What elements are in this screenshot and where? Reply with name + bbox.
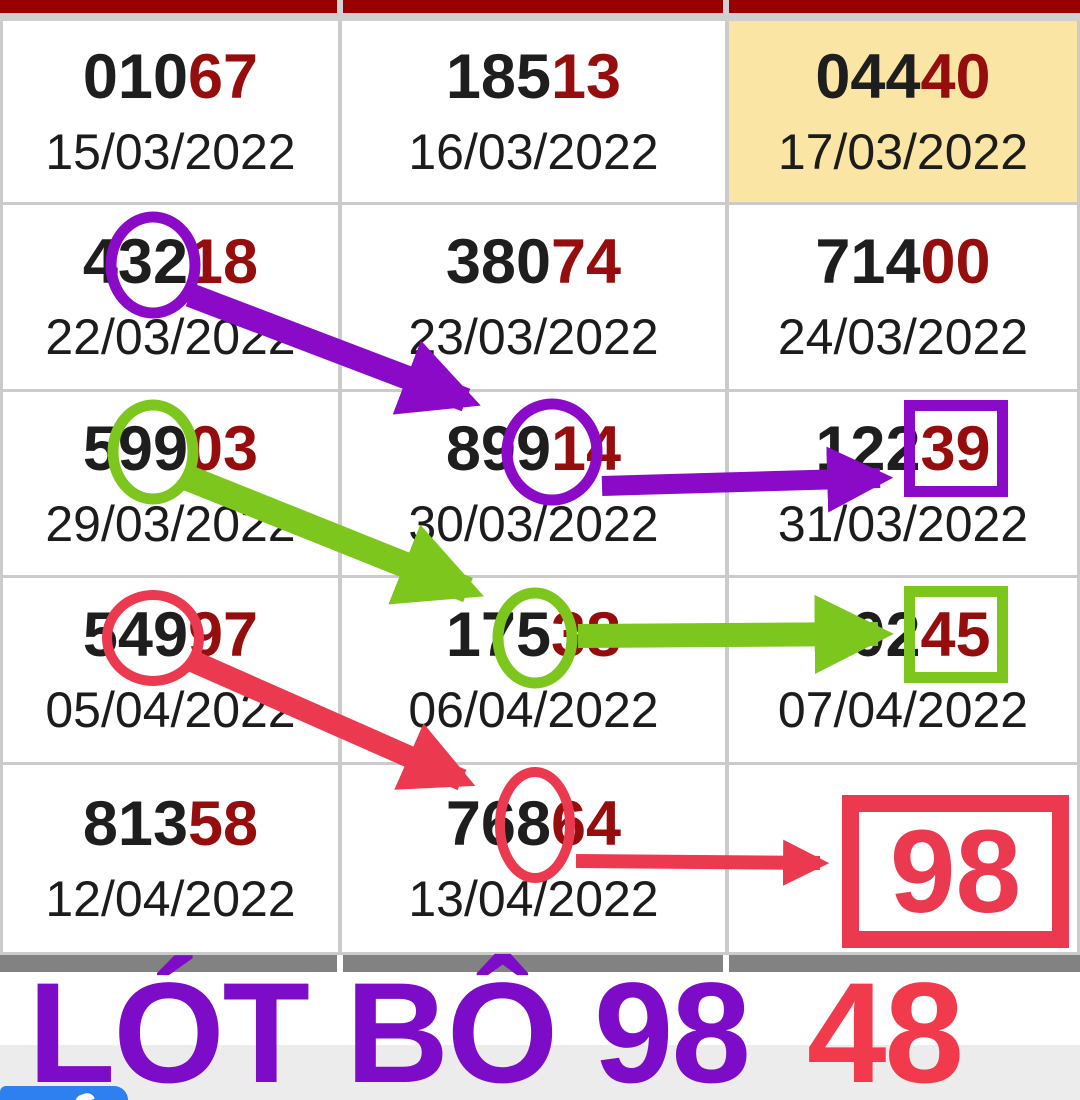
footer-background-lower [0, 1045, 1080, 1100]
number-black-digits: 010 [82, 41, 189, 112]
draw-date: 23/03/2022 [408, 309, 659, 365]
table-cell: 81358 12/04/2022 [3, 765, 342, 955]
footer-secondary: 48 [806, 954, 964, 1100]
table-cell: 17538 06/04/2022 [342, 578, 729, 765]
number-black-digits: 044 [815, 41, 921, 112]
header-column-gap [723, 0, 729, 13]
table-cell: 04440 17/03/2022 [729, 21, 1077, 205]
header-bar [0, 0, 1080, 13]
table-cell: 59903 29/03/2022 [3, 392, 342, 578]
draw-date: 13/04/2022 [408, 870, 659, 927]
draw-date: 22/03/2022 [45, 309, 296, 365]
number-black-digits: 768 [445, 788, 552, 859]
lottery-number: 18513 [446, 44, 621, 110]
footer-title: LÓT BÔ 98 [28, 954, 751, 1100]
draw-date: 24/03/2022 [777, 309, 1029, 365]
footer-background [0, 972, 1080, 1100]
number-red-digits: 67 [188, 41, 259, 112]
divider-column-gap [723, 955, 729, 972]
result-value: 98 [889, 805, 1022, 938]
number-black-digits: 175 [445, 600, 552, 670]
draw-date: 07/04/2022 [777, 682, 1029, 738]
number-black-digits: 185 [445, 41, 552, 112]
lottery-number: 89914 [446, 416, 621, 482]
number-red-digits: 58 [188, 788, 259, 859]
draw-date: 17/03/2022 [777, 123, 1029, 180]
number-red-digits: 97 [188, 600, 259, 670]
draw-date: 12/04/2022 [45, 870, 296, 927]
number-red-digits: 03 [188, 413, 259, 484]
number-black-digits: 122 [815, 413, 921, 484]
number-black-digits: 549 [82, 600, 189, 670]
number-red-digits: 45 [903, 586, 1008, 683]
lottery-number: 17538 [446, 602, 621, 668]
table-cell: 38074 23/03/2022 [342, 205, 729, 392]
lottery-number: 04440 [815, 44, 990, 110]
number-black-digits: 432 [82, 227, 189, 297]
lottery-number: 12239 [815, 399, 1008, 497]
footer-caption: LÓT BÔ 98 48 [28, 962, 1080, 1100]
number-red-digits: 39 [903, 399, 1008, 497]
lottery-number: 76864 [446, 791, 621, 857]
table-cell: 90245 07/04/2022 [729, 578, 1077, 765]
number-black-digits: 813 [82, 788, 189, 859]
number-red-digits: 64 [551, 788, 622, 859]
lottery-number: 43218 [83, 229, 258, 295]
draw-date: 15/03/2022 [45, 123, 296, 180]
draw-date: 31/03/2022 [777, 495, 1029, 552]
lottery-number: 90245 [815, 586, 1008, 683]
table-cell: 43218 22/03/2022 [3, 205, 342, 392]
table-cell: 71400 24/03/2022 [729, 205, 1077, 392]
number-black-digits: 380 [445, 227, 552, 297]
lottery-number: 38074 [446, 229, 621, 295]
table-cell: 12239 31/03/2022 [729, 392, 1077, 578]
number-red-digits: 00 [920, 227, 991, 297]
result-box: 98 [842, 795, 1069, 948]
lottery-number: 54997 [83, 602, 258, 668]
lottery-number: 81358 [83, 791, 258, 857]
table-cell: 18513 16/03/2022 [342, 21, 729, 205]
like-badge[interactable] [0, 1086, 128, 1100]
number-red-digits: 40 [920, 41, 991, 112]
number-red-digits: 18 [188, 227, 259, 297]
draw-date: 16/03/2022 [408, 123, 659, 180]
number-red-digits: 13 [551, 41, 622, 112]
divider-column-gap [337, 955, 343, 972]
number-red-digits: 14 [551, 413, 622, 484]
table-cell: 54997 05/04/2022 [3, 578, 342, 765]
number-red-digits: 74 [551, 227, 622, 297]
table-cell: 89914 30/03/2022 [342, 392, 729, 578]
draw-date: 06/04/2022 [408, 682, 659, 738]
table-cell: 76864 13/04/2022 [342, 765, 729, 955]
lottery-number: 71400 [815, 229, 990, 295]
draw-date: 05/04/2022 [45, 682, 296, 738]
lottery-number: 01067 [83, 44, 258, 110]
number-red-digits: 38 [551, 600, 622, 670]
number-black-digits: 599 [82, 413, 189, 484]
draw-date: 30/03/2022 [408, 495, 659, 552]
table-cell: 01067 15/03/2022 [3, 21, 342, 205]
results-table: 01067 15/03/2022 18513 16/03/2022 04440 17/03… [0, 21, 1080, 955]
number-black-digits: 714 [815, 227, 921, 297]
divider-bar [0, 955, 1080, 972]
number-black-digits: 899 [445, 413, 552, 484]
draw-date: 29/03/2022 [45, 495, 296, 552]
lottery-number: 59903 [83, 416, 258, 482]
header-column-gap [337, 0, 343, 13]
table-cell: 98 [729, 765, 1077, 955]
number-black-digits: 902 [815, 600, 921, 670]
header-strip [0, 13, 1080, 21]
